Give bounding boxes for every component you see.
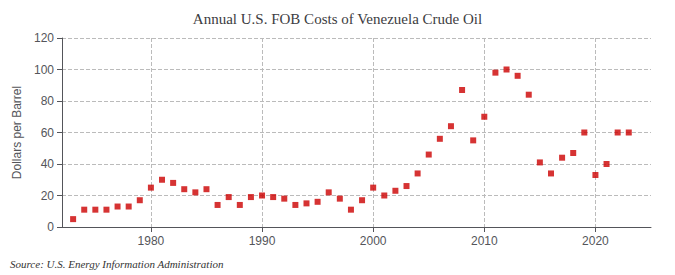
svg-text:100: 100 <box>34 63 54 77</box>
svg-text:1990: 1990 <box>249 234 276 248</box>
svg-text:Annual U.S. FOB Costs of Venez: Annual U.S. FOB Costs of Venezuela Crude… <box>193 11 482 27</box>
svg-text:80: 80 <box>41 94 55 108</box>
svg-text:40: 40 <box>41 157 55 171</box>
svg-text:1980: 1980 <box>138 234 165 248</box>
svg-text:2000: 2000 <box>360 234 387 248</box>
svg-text:Dollars per Barrel: Dollars per Barrel <box>10 86 24 179</box>
svg-text:2020: 2020 <box>582 234 609 248</box>
svg-text:2010: 2010 <box>471 234 498 248</box>
svg-text:0: 0 <box>47 220 54 234</box>
svg-text:120: 120 <box>34 31 54 45</box>
svg-text:20: 20 <box>41 189 55 203</box>
svg-text:Source: U.S. Energy Informatio: Source: U.S. Energy Information Administ… <box>10 258 224 270</box>
svg-text:60: 60 <box>41 126 55 140</box>
